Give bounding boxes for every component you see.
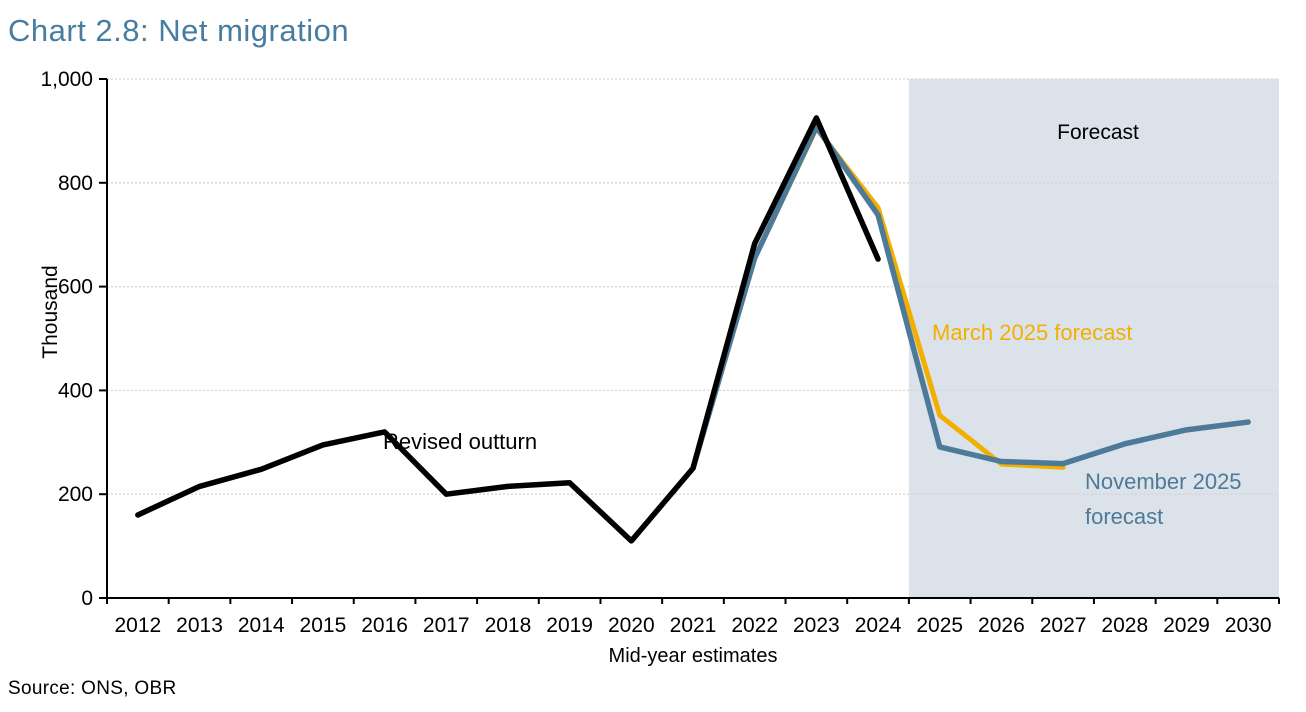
x-tick-label: 2012 [114, 614, 161, 637]
data-series-lines [135, 115, 1251, 544]
x-tick-label: 2024 [855, 614, 902, 637]
x-tick-label: 2017 [423, 614, 470, 637]
x-axis-title: Mid-year estimates [609, 645, 778, 667]
x-tick-label: 2025 [916, 614, 963, 637]
axes [106, 79, 1279, 599]
november-2025-forecast-label-line1: November 2025 [1085, 469, 1242, 494]
x-tick-label: 2019 [546, 614, 593, 637]
x-tick-label: 2030 [1225, 614, 1272, 637]
x-tick-label: 2028 [1101, 614, 1148, 637]
x-tick-label: 2015 [300, 614, 347, 637]
x-tick-label: 2020 [608, 614, 655, 637]
forecast-region-label: Forecast [1057, 121, 1139, 144]
revised-outturn-line [135, 115, 881, 544]
x-tick-label: 2023 [793, 614, 840, 637]
x-tick-label: 2018 [485, 614, 532, 637]
march-2025-forecast-label: March 2025 forecast [932, 320, 1133, 345]
y-tick-label: 800 [58, 172, 93, 195]
x-tick-label: 2013 [176, 614, 223, 637]
source-text: Source: ONS, OBR [8, 678, 177, 699]
y-axis-tick-labels: 0 200 400 600 800 1,000 [40, 68, 93, 610]
y-tick-label: 200 [58, 483, 93, 506]
y-tick-label: 0 [81, 587, 93, 610]
x-axis-tick-labels: 2012 2013 2014 2015 2016 2017 2018 2019 2020 2021… [114, 614, 1271, 637]
y-tick-label: 400 [58, 379, 93, 402]
x-tick-label: 2021 [670, 614, 717, 637]
axis-ticks [99, 78, 1280, 604]
x-tick-label: 2022 [731, 614, 778, 637]
november-2025-forecast-line [690, 123, 1251, 471]
november-2025-forecast-label-line2: forecast [1085, 504, 1163, 529]
revised-outturn-label: Revised outturn [383, 429, 537, 454]
gridlines [107, 78, 1279, 495]
forecast-band [908, 79, 1279, 598]
x-tick-label: 2029 [1163, 614, 1210, 637]
y-tick-label: 600 [58, 276, 93, 299]
x-tick-label: 2016 [361, 614, 408, 637]
chart-title: Chart 2.8: Net migration [8, 13, 350, 48]
y-axis-title: Thousand [39, 265, 62, 358]
x-tick-label: 2014 [238, 614, 285, 637]
y-tick-label: 1,000 [40, 68, 93, 91]
x-tick-label: 2026 [978, 614, 1025, 637]
x-tick-label: 2027 [1040, 614, 1087, 637]
